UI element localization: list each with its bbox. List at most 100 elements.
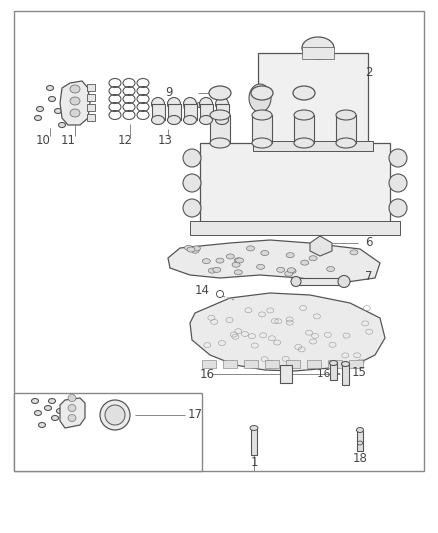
Polygon shape [168, 240, 380, 283]
Ellipse shape [192, 246, 200, 251]
Ellipse shape [36, 107, 43, 111]
Text: 5: 5 [365, 206, 372, 219]
Bar [292, 278, 344, 285]
Ellipse shape [252, 110, 272, 120]
Text: 10: 10 [36, 134, 51, 148]
Ellipse shape [167, 116, 180, 125]
Ellipse shape [252, 138, 272, 148]
Ellipse shape [327, 266, 335, 271]
Ellipse shape [250, 425, 258, 431]
Ellipse shape [152, 98, 165, 110]
Ellipse shape [287, 268, 295, 273]
Ellipse shape [215, 98, 229, 110]
Bar [349, 360, 363, 368]
Bar [210, 115, 230, 143]
Ellipse shape [234, 270, 242, 275]
Bar [302, 47, 334, 59]
Ellipse shape [336, 110, 356, 120]
Ellipse shape [232, 262, 240, 267]
Ellipse shape [329, 360, 338, 366]
Ellipse shape [202, 259, 210, 264]
Ellipse shape [257, 264, 265, 269]
Ellipse shape [70, 85, 80, 93]
Polygon shape [310, 236, 332, 256]
Text: 14: 14 [195, 284, 210, 296]
Text: 4: 4 [365, 177, 372, 190]
Ellipse shape [183, 149, 201, 167]
Text: 12: 12 [118, 134, 133, 148]
Ellipse shape [167, 98, 180, 110]
Ellipse shape [285, 271, 293, 276]
Bar [184, 104, 197, 120]
Ellipse shape [288, 269, 296, 273]
Ellipse shape [213, 268, 221, 272]
Ellipse shape [32, 399, 39, 403]
Ellipse shape [209, 86, 231, 100]
Text: 9: 9 [165, 86, 173, 100]
Text: 11: 11 [61, 134, 76, 148]
Ellipse shape [199, 116, 212, 125]
Ellipse shape [389, 199, 407, 217]
Ellipse shape [68, 405, 76, 411]
Ellipse shape [35, 410, 42, 416]
Ellipse shape [191, 248, 199, 253]
Text: 13: 13 [158, 134, 173, 148]
Ellipse shape [301, 260, 309, 265]
Ellipse shape [70, 97, 80, 105]
Ellipse shape [216, 258, 224, 263]
Bar [251, 429, 257, 455]
Bar [258, 53, 368, 143]
Text: 3: 3 [365, 155, 372, 167]
Ellipse shape [68, 394, 76, 401]
Ellipse shape [293, 86, 315, 100]
Ellipse shape [39, 423, 46, 427]
Ellipse shape [210, 138, 230, 148]
Text: 17: 17 [188, 408, 203, 422]
Bar [167, 104, 180, 120]
Bar [330, 364, 337, 380]
Ellipse shape [249, 84, 271, 112]
Bar [307, 360, 321, 368]
Text: 16: 16 [200, 368, 215, 382]
Ellipse shape [100, 400, 130, 430]
Ellipse shape [309, 256, 317, 261]
Ellipse shape [226, 254, 234, 259]
Ellipse shape [277, 268, 285, 272]
Bar [328, 360, 342, 368]
Bar [87, 114, 95, 121]
Ellipse shape [105, 405, 125, 425]
Ellipse shape [216, 290, 223, 297]
Text: 15: 15 [352, 366, 367, 378]
Text: 8: 8 [155, 101, 162, 115]
Ellipse shape [261, 251, 269, 255]
Bar [280, 365, 292, 383]
Ellipse shape [70, 109, 80, 117]
Bar [286, 360, 300, 368]
Ellipse shape [236, 258, 244, 263]
Ellipse shape [291, 277, 301, 287]
Ellipse shape [196, 102, 204, 108]
Text: 7: 7 [365, 271, 372, 284]
Bar [252, 115, 272, 143]
Text: 6: 6 [365, 237, 372, 249]
Ellipse shape [45, 406, 52, 410]
Bar [152, 104, 165, 120]
Bar [342, 365, 349, 385]
Polygon shape [322, 177, 354, 191]
Text: 1: 1 [250, 456, 258, 470]
Ellipse shape [234, 258, 242, 263]
Ellipse shape [338, 276, 350, 287]
Bar [14, 393, 202, 471]
Ellipse shape [342, 361, 350, 367]
Ellipse shape [54, 109, 61, 114]
Polygon shape [60, 81, 90, 125]
Ellipse shape [49, 96, 56, 101]
Ellipse shape [215, 116, 229, 125]
Ellipse shape [294, 138, 314, 148]
Bar [200, 143, 390, 223]
Ellipse shape [152, 116, 165, 125]
Bar [223, 360, 237, 368]
Ellipse shape [46, 85, 53, 91]
Ellipse shape [49, 399, 56, 403]
Ellipse shape [183, 174, 201, 192]
